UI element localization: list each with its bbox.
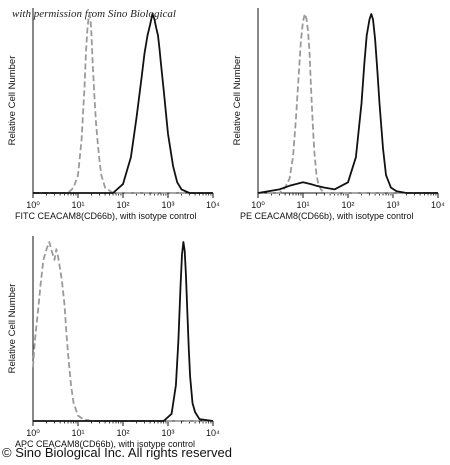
x-tick-label: 10¹ (71, 428, 84, 438)
copyright-text: © Sino Biological Inc. All rights reserv… (2, 445, 232, 460)
x-tick-label: 10¹ (71, 200, 84, 210)
antibody-series (257, 13, 438, 194)
x-tick-label: 10³ (386, 200, 399, 210)
x-tick-label: 10⁴ (431, 200, 445, 210)
chart-panel-2: 10⁰ 10¹ 10² 10³ 10⁴ Relative Cell Number PE CE… (232, 8, 445, 221)
antibody-series (33, 13, 213, 194)
x-tick-label: 10¹ (296, 200, 309, 210)
isotype-control-series (33, 13, 213, 194)
antibody-series (33, 241, 214, 422)
chart-panel-1: 10⁰ 10¹ 10² 10³ 10⁴ Relative Cell Number FITC … (7, 8, 220, 221)
x-tick-label: 10³ (161, 200, 174, 210)
x-tick-label: 10³ (161, 428, 174, 438)
x-tick-label: 10² (116, 428, 129, 438)
x-tick-label: 10⁴ (206, 200, 220, 210)
x-tick-label: 10⁰ (26, 200, 40, 210)
chart-panel-3: 10⁰ 10¹ 10² 10³ 10⁴ Relative Cell Number APC C… (7, 236, 220, 449)
x-tick-label: 10⁰ (26, 428, 40, 438)
isotype-control-series (32, 241, 213, 422)
x-tick-label: 10² (116, 200, 129, 210)
y-axis-label: Relative Cell Number (7, 56, 18, 146)
x-tick-label: 10⁰ (251, 200, 265, 210)
isotype-control-series (258, 13, 438, 194)
x-axis-label: PE CEACAM8(CD66b), with isotype control (240, 211, 414, 221)
watermark-text: with permission from Sino Biological (12, 8, 176, 20)
x-tick-label: 10⁴ (206, 428, 220, 438)
x-axis-label: APC CEACAM8(CD66b), with isotype control (15, 439, 195, 449)
x-axis-label: FITC CEACAM8(CD66b), with isotype contro… (15, 211, 197, 221)
y-axis-label: Relative Cell Number (232, 56, 243, 146)
x-tick-label: 10² (341, 200, 354, 210)
y-axis-label: Relative Cell Number (7, 284, 18, 374)
